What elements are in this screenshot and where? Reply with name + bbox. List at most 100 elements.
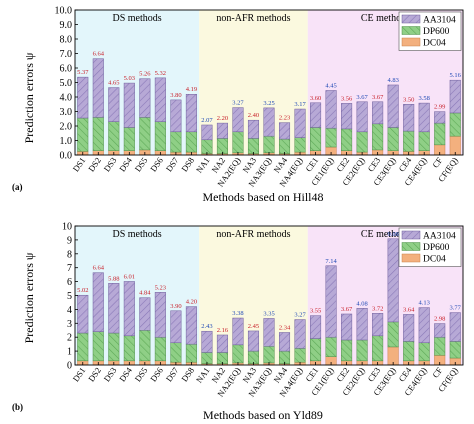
- bar-b-dp600-3: [123, 335, 135, 362]
- legend-swatch-a-2: [401, 37, 421, 47]
- total-label-b-13: 2.34: [279, 324, 291, 331]
- x-tick-label-a-7: DS8: [179, 155, 196, 173]
- group-label-a-0: DS methods: [112, 13, 161, 24]
- bar-b-aa3104-9: [216, 334, 228, 353]
- total-label-a-23: 2.99: [434, 104, 445, 111]
- bar-a-dp600-5: [154, 121, 166, 151]
- bar-b-dp600-24: [449, 341, 461, 359]
- total-label-b-9: 2.16: [217, 327, 229, 334]
- x-tick-label-a-3: DS4: [117, 155, 134, 174]
- bar-b-dp600-16: [325, 336, 337, 357]
- total-label-a-13: 2.23: [279, 115, 290, 122]
- total-label-a-7: 4.19: [186, 86, 197, 93]
- legend-label-b-2: DC04: [423, 255, 446, 265]
- y-tick-label-a-3: 3.0: [60, 107, 73, 118]
- bar-b-dp600-18: [356, 339, 368, 362]
- bar-b-aa3104-13: [278, 332, 291, 352]
- total-label-b-0: 5.02: [77, 287, 88, 294]
- bar-b-aa3104-17: [341, 313, 353, 341]
- bar-a-dp600-0: [77, 117, 89, 152]
- y-tick-label-a-2: 2.0: [60, 122, 73, 133]
- total-label-b-8: 2.43: [201, 323, 212, 330]
- bar-b-aa3104-4: [139, 297, 151, 331]
- bar-a-dp600-6: [170, 131, 182, 153]
- bar-a-dp600-22: [418, 131, 430, 151]
- legend-swatch-b-0: [401, 230, 421, 240]
- panel-label-a: (a): [12, 182, 23, 192]
- x-tick-label-b-4: DS5: [133, 365, 150, 383]
- legend-swatch-b-2: [401, 253, 421, 263]
- bar-b-aa3104-14: [294, 319, 306, 349]
- bar-a-dp600-3: [123, 127, 135, 151]
- y-tick-label-b-5: 5: [67, 291, 72, 302]
- y-tick-label-a-5: 5.0: [60, 78, 73, 89]
- group-label-b-2: CE methods: [361, 229, 410, 240]
- total-label-a-4: 5.26: [139, 71, 151, 78]
- bar-b-aa3104-16: [325, 265, 337, 338]
- total-label-b-21: 3.64: [403, 306, 415, 313]
- bar-b-aa3104-11: [247, 330, 260, 352]
- total-label-a-16: 4.45: [325, 82, 336, 89]
- bar-a-dp600-11: [247, 138, 260, 154]
- bar-b-dp600-17: [341, 339, 353, 362]
- x-tick-label-b-2: DS3: [102, 365, 119, 383]
- bar-b-aa3104-20: [387, 238, 399, 323]
- bar-a-aa3104-21: [403, 104, 415, 132]
- bar-a-dp600-14: [294, 137, 306, 153]
- total-label-a-21: 3.50: [403, 96, 414, 103]
- legend-swatch-a-0: [401, 14, 421, 24]
- bar-b-aa3104-15: [310, 315, 322, 339]
- total-label-b-2: 5.88: [108, 275, 119, 282]
- group-label-b-1: non-AFR methods: [216, 229, 290, 240]
- bar-b-dp600-0: [77, 332, 89, 362]
- legend-swatch-a-1: [401, 26, 421, 35]
- y-axis-label-b: Prediction errors ψ: [22, 252, 36, 343]
- bar-b-aa3104-5: [154, 292, 166, 338]
- total-label-a-8: 2.07: [201, 117, 213, 124]
- bar-b-dp600-14: [294, 348, 306, 363]
- total-label-b-24: 3.77: [450, 305, 462, 312]
- total-label-b-3: 6.01: [124, 273, 135, 280]
- y-tick-label-b-4: 4: [67, 305, 72, 316]
- y-tick-label-b-0: 0: [67, 361, 72, 372]
- bar-a-aa3104-22: [418, 102, 430, 133]
- bar-a-aa3104-17: [341, 103, 353, 130]
- bar-a-aa3104-3: [123, 82, 135, 128]
- bar-a-aa3104-19: [372, 101, 384, 125]
- bar-b-aa3104-2: [108, 283, 120, 334]
- group-label-a-1: non-AFR methods: [216, 13, 290, 24]
- total-label-b-15: 3.55: [310, 308, 321, 315]
- total-label-a-20: 4.83: [387, 77, 398, 84]
- total-label-a-5: 5.32: [155, 70, 166, 77]
- bar-a-dp600-18: [356, 131, 368, 153]
- legend-label-a-0: AA3104: [423, 16, 456, 26]
- bar-a-aa3104-16: [325, 90, 337, 129]
- bar-a-dp600-12: [263, 135, 275, 154]
- bar-a-dp600-20: [387, 127, 399, 151]
- bar-a-aa3104-2: [108, 87, 120, 122]
- bar-a-dp600-21: [403, 130, 415, 152]
- y-tick-label-b-7: 7: [67, 263, 72, 274]
- total-label-b-16: 7.14: [325, 258, 337, 265]
- x-tick-label-b-0: DS1: [71, 365, 88, 383]
- bar-a-dp600-15: [310, 127, 322, 151]
- bar-a-dp600-1: [92, 117, 104, 151]
- total-label-a-18: 3.67: [356, 94, 368, 101]
- x-tick-label-b-5: DS6: [148, 365, 165, 383]
- bar-a-aa3104-23: [434, 111, 446, 124]
- x-tick-label-a-8: NA1: [194, 155, 212, 174]
- total-label-a-19: 3.67: [372, 94, 384, 101]
- bar-a-aa3104-20: [387, 84, 399, 128]
- bar-b-aa3104-12: [263, 318, 275, 347]
- bar-b-dp600-10: [232, 344, 244, 364]
- legend-label-a-2: DC04: [423, 39, 446, 49]
- x-tick-label-b-7: DS8: [179, 365, 196, 383]
- bar-a-aa3104-8: [201, 124, 213, 141]
- bar-b-aa3104-1: [92, 272, 104, 332]
- bar-a-aa3104-13: [278, 122, 291, 140]
- bar-b-aa3104-22: [418, 307, 430, 344]
- total-label-a-1: 6.64: [93, 51, 105, 58]
- bar-a-dp600-13: [278, 138, 291, 154]
- bar-a-aa3104-18: [356, 101, 368, 133]
- bar-a-aa3104-15: [310, 102, 322, 128]
